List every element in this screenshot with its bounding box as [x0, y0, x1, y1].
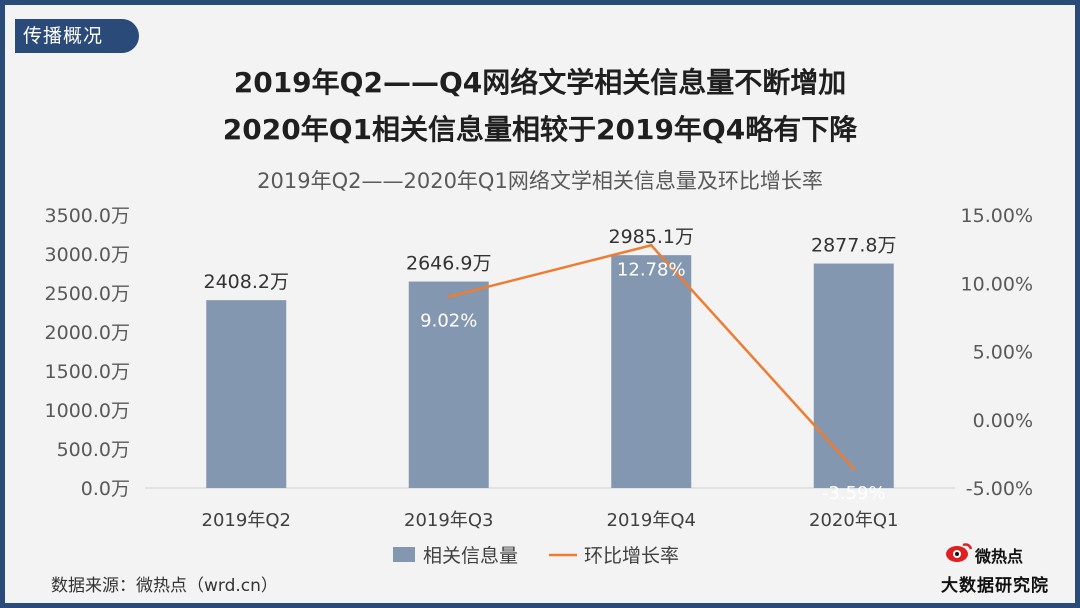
bar-value-label: 2646.9万: [406, 253, 491, 275]
growth-rate-label: 12.78%: [617, 259, 686, 280]
y-left-tick-label: 1000.0万: [45, 400, 130, 422]
bar-value-label: 2877.8万: [811, 235, 896, 257]
growth-rate-point: [852, 467, 856, 471]
growth-rate-point: [649, 243, 653, 247]
headline-line-1: 2019年Q2——Q4网络文学相关信息量不断增加: [233, 66, 847, 99]
bar: [813, 263, 894, 488]
logo-text-top: 微热点: [975, 547, 1024, 566]
y-left-tick-label: 2500.0万: [45, 283, 130, 305]
headline-line-2: 2020年Q1相关信息量相较于2019年Q4略有下降: [222, 113, 858, 146]
bar-value-label: 2408.2万: [204, 271, 289, 293]
logo-text-bottom: 大数据研究院: [941, 576, 1049, 596]
y-left-tick-label: 2000.0万: [45, 322, 130, 344]
growth-rate-label: 9.02%: [420, 311, 477, 332]
eye-logo-icon: [946, 543, 973, 562]
growth-rate-point: [447, 295, 451, 299]
y-left-tick-label: 0.0万: [81, 478, 130, 500]
legend-bar-swatch: [393, 547, 415, 562]
y-right-tick-label: -5.00%: [966, 478, 1033, 500]
y-right-tick-label: 5.00%: [973, 342, 1033, 364]
section-tag: 传播概况: [15, 19, 139, 53]
legend-bar-label: 相关信息量: [423, 545, 518, 567]
y-right-tick-label: 15.00%: [961, 205, 1033, 227]
bar: [611, 255, 692, 488]
data-source: 数据来源：微热点（wrd.cn）: [51, 576, 278, 596]
x-tick-label: 2019年Q2: [202, 510, 291, 531]
combo-chart: 0.0万 500.0万 1000.0万 1500.0万 2000.0万 2500.0万 30…: [45, 205, 1033, 567]
growth-rate-label: -3.59%: [822, 483, 886, 504]
y-right-tick-label: 10.00%: [961, 273, 1033, 295]
bar-value-label: 2985.1万: [609, 226, 694, 248]
bar: [206, 300, 287, 488]
y-left-tick-label: 1500.0万: [45, 361, 130, 383]
y-left-tick-label: 500.0万: [57, 439, 130, 461]
x-tick-label: 2020年Q1: [809, 510, 898, 531]
y-left-tick-label: 3500.0万: [45, 205, 130, 227]
legend-line-label: 环比增长率: [584, 545, 679, 567]
y-right-tick-label: 0.00%: [973, 410, 1033, 432]
bar: [408, 281, 489, 488]
x-tick-label: 2019年Q4: [607, 510, 696, 531]
chart-title: 2019年Q2——2020年Q1网络文学相关信息量及环比增长率: [257, 169, 823, 193]
x-tick-label: 2019年Q3: [404, 510, 493, 531]
y-left-tick-label: 3000.0万: [45, 244, 130, 266]
brand-logo: 微热点 大数据研究院: [915, 541, 1065, 597]
slide-frame: 传播概况 2019年Q2——Q4网络文学相关信息量不断增加 2020年Q1相关信…: [5, 5, 1075, 603]
